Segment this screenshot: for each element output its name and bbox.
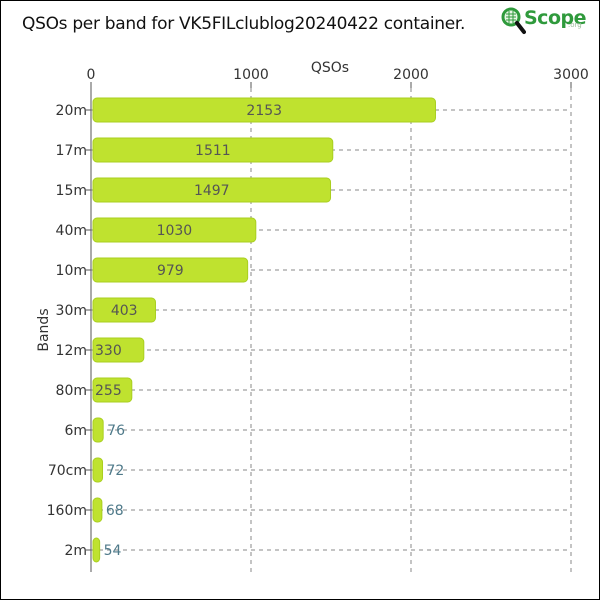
- bar-value-label: 1497: [194, 183, 230, 199]
- y-category-label: 40m: [56, 223, 87, 239]
- x-tick-label: 0: [87, 67, 96, 83]
- y-category-label: 30m: [56, 303, 87, 319]
- bar-30m: [92, 297, 156, 323]
- bar-160m: [92, 497, 103, 523]
- magnifier-icon: [501, 7, 526, 34]
- y-category-label: 10m: [56, 263, 87, 279]
- bar-value-label: 1511: [195, 143, 231, 159]
- x-tick-label: 3000: [553, 67, 589, 83]
- bar-15m: [92, 177, 332, 203]
- bar-value-label: 330: [95, 343, 122, 359]
- x-tick-label: 1000: [233, 67, 269, 83]
- y-category-label: 20m: [56, 103, 87, 119]
- bar-value-label: 979: [157, 263, 184, 279]
- bars: 2153 1511 1497 1030 979 403 330 255 76 72 68 54: [92, 97, 436, 563]
- qscope-logo: Scope .org: [500, 5, 588, 37]
- bar-17m: [92, 137, 334, 163]
- bar-value-label: 54: [104, 543, 122, 559]
- x-axis-label: QSOs: [311, 60, 349, 76]
- y-category-label: 15m: [56, 183, 87, 199]
- bar-12m: [92, 337, 145, 363]
- bar-10m: [92, 257, 249, 283]
- bar-70cm: [92, 457, 104, 483]
- y-category-label: 80m: [56, 383, 87, 399]
- bar-6m: [92, 417, 104, 443]
- logo-suffix: .org: [568, 21, 582, 29]
- bar-20m: [92, 97, 436, 123]
- bar-value-label: 1030: [157, 223, 193, 239]
- y-category-label: 6m: [64, 423, 87, 439]
- chart-title: QSOs per band for VK5FILclublog20240422 …: [22, 14, 466, 34]
- y-category-label: 17m: [56, 143, 87, 159]
- y-category-label: 12m: [56, 343, 87, 359]
- bar-value-label: 255: [95, 383, 122, 399]
- y-axis-label: Bands: [36, 308, 52, 351]
- bar-value-label: 2153: [246, 103, 282, 119]
- y-category-label: 70cm: [48, 463, 87, 479]
- x-axis-ticks: 0 1000 2000 3000: [87, 67, 589, 88]
- y-axis-categories: 20m 17m 15m 40m 10m 30m 12m 80m 6m 70cm 160m 2m: [47, 103, 91, 559]
- y-category-label: 2m: [64, 543, 87, 559]
- bar-2m: [92, 537, 101, 563]
- logo-wordmark: Scope: [524, 7, 587, 29]
- bar-value-label: 68: [106, 503, 124, 519]
- bar-40m: [92, 217, 257, 243]
- y-category-label: 160m: [47, 503, 87, 519]
- bar-value-label: 403: [111, 303, 138, 319]
- bar-value-label: 76: [107, 423, 125, 439]
- x-tick-label: 2000: [393, 67, 429, 83]
- bar-value-label: 72: [107, 463, 125, 479]
- bar-80m: [92, 377, 133, 403]
